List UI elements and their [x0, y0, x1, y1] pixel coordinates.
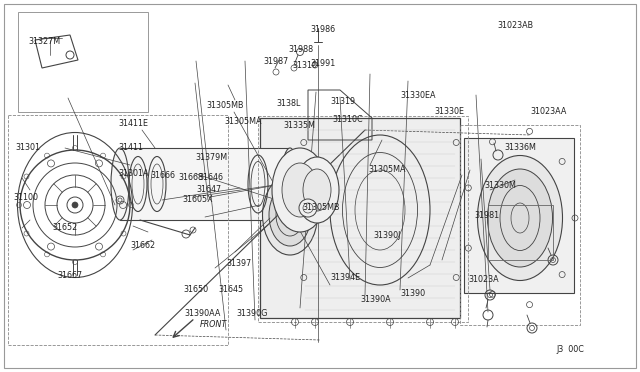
Text: 31310: 31310 — [292, 61, 317, 70]
Text: 31336M: 31336M — [504, 144, 536, 153]
Bar — [460, 125, 580, 325]
Ellipse shape — [477, 155, 563, 280]
Text: J3  00C: J3 00C — [556, 346, 584, 355]
Text: 31666: 31666 — [150, 170, 175, 180]
Circle shape — [299, 199, 317, 217]
Text: 31397: 31397 — [226, 259, 252, 267]
Text: 31662: 31662 — [130, 241, 155, 250]
Text: 31647: 31647 — [196, 185, 221, 193]
Ellipse shape — [303, 169, 331, 211]
Text: 31023AB: 31023AB — [497, 22, 533, 31]
Text: FRONT: FRONT — [200, 320, 227, 329]
Text: 31023AA: 31023AA — [530, 108, 566, 116]
Text: 31330EA: 31330EA — [400, 90, 435, 99]
Text: 31981: 31981 — [474, 211, 499, 219]
Text: 31301A: 31301A — [118, 170, 148, 179]
Text: 31605X: 31605X — [182, 196, 212, 205]
Ellipse shape — [272, 148, 328, 232]
Bar — [258, 116, 468, 322]
Text: 31646: 31646 — [198, 173, 223, 183]
Text: 31305MA: 31305MA — [368, 166, 406, 174]
Bar — [8, 115, 228, 345]
Text: 31394E: 31394E — [330, 273, 360, 282]
Text: 31330M: 31330M — [484, 180, 516, 189]
Text: 31301: 31301 — [15, 142, 40, 151]
Text: 31310C: 31310C — [332, 115, 363, 124]
Text: 31305MB: 31305MB — [206, 100, 243, 109]
Text: 31645: 31645 — [218, 285, 243, 295]
Text: 31100: 31100 — [13, 192, 38, 202]
Bar — [18, 12, 148, 112]
Bar — [120, 148, 290, 220]
Text: 31988: 31988 — [288, 45, 313, 54]
Text: 31411E: 31411E — [118, 119, 148, 128]
Text: 31335M: 31335M — [283, 121, 315, 129]
Text: 31327M: 31327M — [28, 38, 60, 46]
Text: 31390G: 31390G — [236, 308, 268, 317]
Text: 31319: 31319 — [330, 97, 355, 106]
Circle shape — [72, 202, 78, 208]
Text: 31390AA: 31390AA — [184, 308, 220, 317]
Bar — [464, 138, 574, 293]
Text: 31305MB: 31305MB — [302, 203, 339, 212]
Text: 31667: 31667 — [57, 272, 82, 280]
Ellipse shape — [262, 175, 317, 255]
Text: 31390A: 31390A — [360, 295, 390, 305]
Ellipse shape — [111, 148, 129, 220]
Ellipse shape — [295, 157, 339, 223]
Text: 31305MA: 31305MA — [224, 118, 262, 126]
Text: 31650: 31650 — [183, 285, 208, 295]
Text: 31330E: 31330E — [434, 108, 464, 116]
Ellipse shape — [269, 184, 311, 246]
Ellipse shape — [282, 163, 318, 217]
Text: 31023A: 31023A — [468, 276, 499, 285]
Bar — [488, 205, 553, 260]
Text: 31991: 31991 — [310, 60, 335, 68]
Ellipse shape — [281, 148, 299, 220]
Text: 31668: 31668 — [178, 173, 203, 183]
Text: 31390: 31390 — [400, 289, 425, 298]
Ellipse shape — [488, 169, 552, 267]
Text: 31652: 31652 — [52, 222, 77, 231]
Text: 3138L: 3138L — [276, 99, 300, 109]
Text: 31986: 31986 — [310, 26, 335, 35]
Text: 31379M: 31379M — [195, 153, 227, 161]
Bar — [260, 118, 460, 318]
Text: 31390J: 31390J — [373, 231, 401, 240]
Text: 31987: 31987 — [263, 57, 288, 65]
Text: 31411: 31411 — [118, 144, 143, 153]
